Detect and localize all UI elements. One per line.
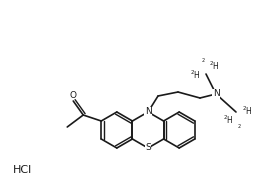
- Text: $^2$: $^2$: [201, 57, 205, 63]
- Text: HCl: HCl: [12, 165, 32, 175]
- Text: N: N: [213, 89, 220, 99]
- Text: N: N: [145, 108, 151, 117]
- Text: $^2$H: $^2$H: [190, 69, 200, 81]
- Text: S: S: [145, 143, 151, 152]
- Text: $^2$H: $^2$H: [242, 105, 252, 117]
- Text: O: O: [70, 92, 77, 101]
- Text: $^2$H: $^2$H: [209, 60, 219, 72]
- Text: $^2$H: $^2$H: [223, 114, 233, 126]
- Text: $^2$: $^2$: [237, 123, 241, 129]
